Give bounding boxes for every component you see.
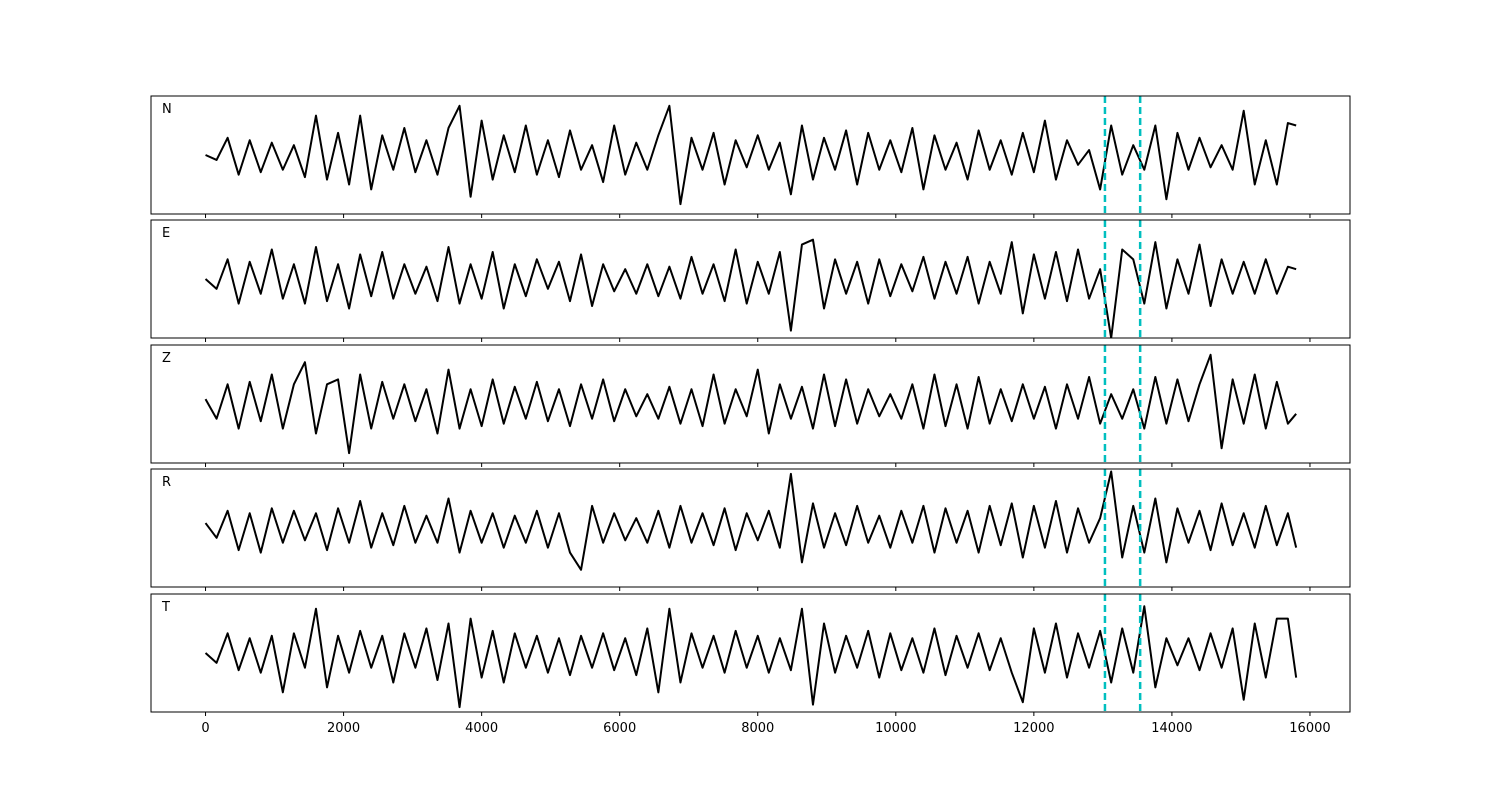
panel-plot	[204, 594, 1298, 712]
panel-frame	[150, 593, 1351, 713]
panel-label: E	[162, 226, 170, 241]
panel-label: N	[162, 102, 172, 117]
panel-frame	[150, 344, 1351, 464]
panel-label: Z	[162, 351, 171, 366]
trace	[204, 238, 1297, 338]
x-tick-label: 2000	[327, 721, 360, 736]
panel-frame	[150, 468, 1351, 588]
x-tick-label: 8000	[741, 721, 774, 736]
panel-frame	[150, 219, 1351, 339]
panel-plot	[204, 345, 1297, 463]
x-tick-label: 10000	[875, 721, 916, 736]
panel-plot	[204, 469, 1298, 587]
trace	[204, 605, 1298, 709]
panel-plot	[205, 96, 1297, 214]
trace	[205, 104, 1297, 206]
x-tick-label: 16000	[1289, 721, 1330, 736]
panel-label: R	[162, 475, 171, 490]
panel-plot	[204, 220, 1297, 338]
x-tick-label: 4000	[465, 721, 498, 736]
x-tick-label: 14000	[1151, 721, 1192, 736]
trace	[204, 470, 1298, 571]
panel-label: T	[161, 600, 170, 615]
x-tick-label: 12000	[1013, 721, 1054, 736]
x-tick-label: 6000	[603, 721, 636, 736]
panel-frame	[150, 95, 1351, 215]
x-tick-label: 0	[201, 721, 209, 736]
trace	[204, 353, 1297, 455]
